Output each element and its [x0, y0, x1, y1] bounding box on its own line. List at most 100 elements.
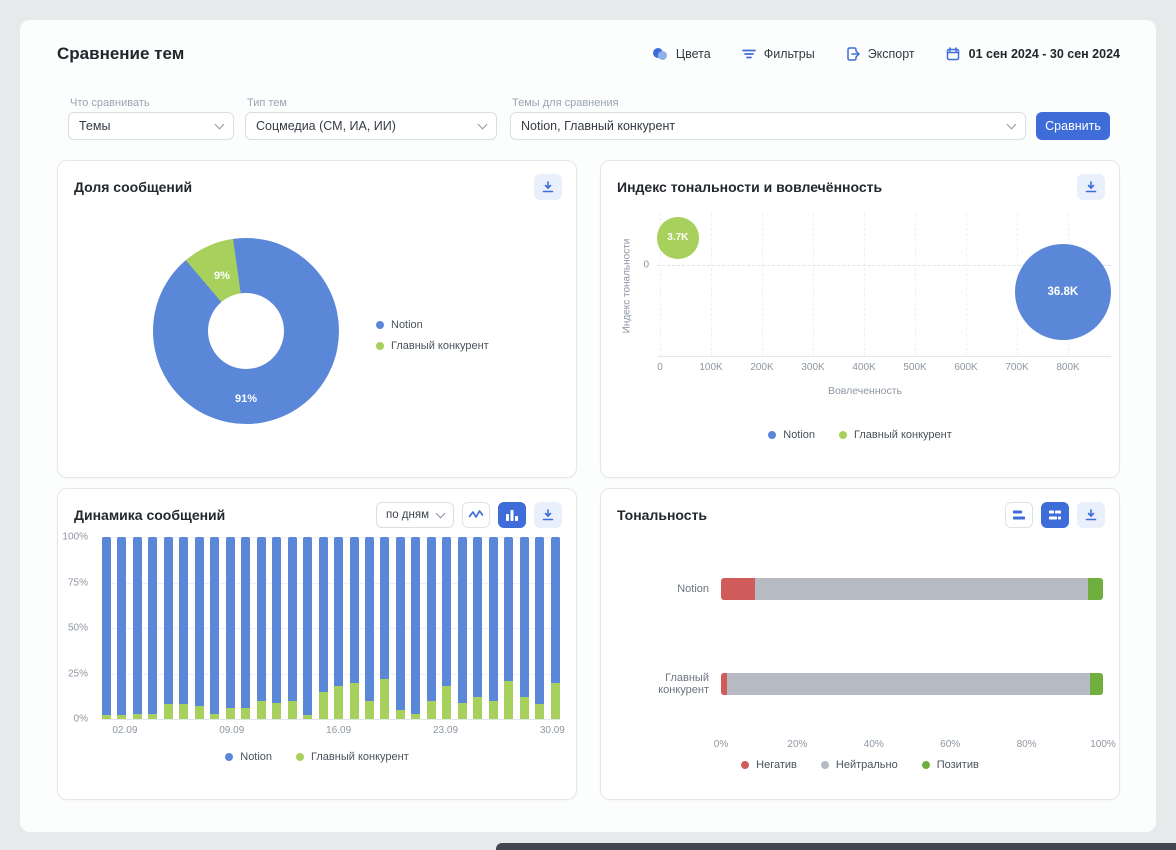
bubble-competitor: 3.7K — [657, 217, 698, 258]
stacked-bar — [551, 537, 560, 719]
neutral-segment — [755, 578, 1087, 600]
competitor-segment — [442, 686, 451, 719]
panel-title: Тональность — [617, 507, 707, 523]
bar-view-toggle[interactable] — [498, 502, 526, 528]
neutral-segment — [727, 673, 1090, 695]
notion-segment — [241, 537, 250, 708]
competitor-segment — [535, 704, 544, 719]
legend-item[interactable]: Notion — [225, 751, 272, 763]
compare-what-select[interactable]: Темы — [68, 112, 234, 140]
legend-label: Notion — [783, 429, 815, 441]
colors-button-label: Цвета — [676, 47, 711, 61]
stacked-bar — [411, 537, 420, 719]
stacked-bar — [102, 537, 111, 719]
x-tick-label: 200K — [750, 362, 773, 373]
colors-button[interactable]: Цвета — [651, 46, 711, 62]
competitor-segment — [551, 683, 560, 719]
x-tick-label: 30.09 — [540, 725, 565, 736]
y-tick-label: 0 — [633, 260, 649, 271]
legend-label: Негатив — [756, 759, 797, 771]
legend-item[interactable]: Notion — [768, 429, 815, 441]
stacked-view-toggle[interactable] — [1041, 502, 1069, 528]
export-icon — [845, 46, 861, 62]
topic-type-select[interactable]: Соцмедиа (СМ, ИА, ИИ) — [245, 112, 497, 140]
legend-item[interactable]: Главный конкурент — [376, 340, 489, 352]
filters-button[interactable]: Фильтры — [741, 47, 815, 61]
tonality-row: Notion — [617, 578, 1103, 600]
competitor-segment — [133, 714, 142, 719]
export-button[interactable]: Экспорт — [845, 46, 915, 62]
tonality-row: Главный конкурент — [617, 673, 1103, 695]
competitor-segment — [164, 704, 173, 719]
competitor-segment — [411, 714, 420, 719]
x-tick-label: 0% — [714, 739, 728, 750]
competitor-segment — [380, 679, 389, 719]
x-tick-label: 800K — [1056, 362, 1079, 373]
grouped-view-toggle[interactable] — [1005, 502, 1033, 528]
competitor-segment — [334, 686, 343, 719]
x-tick-label: 0 — [657, 362, 663, 373]
competitor-segment — [427, 701, 436, 719]
tonality-panel: Тональность — [600, 488, 1120, 800]
stacked-bar — [489, 537, 498, 719]
legend-item[interactable]: Главный конкурент — [296, 751, 409, 763]
notion-segment — [195, 537, 204, 706]
notion-segment — [319, 537, 328, 692]
tonality-engagement-panel: Индекс тональности и вовлечённость Индек… — [600, 160, 1120, 478]
page-title: Сравнение тем — [57, 44, 184, 64]
gridline — [711, 213, 712, 356]
panel-title: Динамика сообщений — [74, 507, 225, 523]
notion-segment — [551, 537, 560, 683]
competitor-segment — [504, 681, 513, 719]
legend-item[interactable]: Нейтрально — [821, 759, 898, 771]
competitor-segment — [319, 692, 328, 719]
compare-what-value: Темы — [79, 119, 110, 133]
y-axis-title: Индекс тональности — [622, 239, 633, 334]
bubble-legend: Notion Главный конкурент — [601, 429, 1119, 441]
x-tick-label: 700K — [1005, 362, 1028, 373]
legend-label: Notion — [240, 751, 272, 763]
download-button[interactable] — [534, 502, 562, 528]
stacked-bar-chart — [102, 537, 560, 719]
row-label: Главный конкурент — [617, 672, 721, 696]
notion-segment — [334, 537, 343, 686]
stacked-bar — [520, 537, 529, 719]
line-view-toggle[interactable] — [462, 502, 490, 528]
notion-segment — [489, 537, 498, 701]
download-button[interactable] — [534, 174, 562, 200]
legend-item[interactable]: Главный конкурент — [839, 429, 952, 441]
gridline — [813, 213, 814, 356]
topics-select[interactable]: Notion, Главный конкурент — [510, 112, 1026, 140]
line-chart-icon — [468, 508, 484, 522]
legend-item[interactable]: Позитив — [922, 759, 979, 771]
share-legend: Notion Главный конкурент — [376, 319, 489, 352]
panel-title: Доля сообщений — [74, 179, 192, 195]
competitor-segment — [272, 703, 281, 719]
interval-select[interactable]: по дням — [376, 502, 454, 528]
x-tick-label: 09.09 — [219, 725, 244, 736]
stacked-bar — [241, 537, 250, 719]
compare-button[interactable]: Сравнить — [1036, 112, 1110, 140]
bubble-notion: 36.8K — [1015, 244, 1111, 340]
notion-segment — [504, 537, 513, 681]
donut-chart: 9% 91% — [153, 238, 339, 424]
date-range-picker[interactable]: 01 сен 2024 - 30 сен 2024 — [945, 46, 1120, 62]
stacked-bar — [272, 537, 281, 719]
legend-item[interactable]: Notion — [376, 319, 423, 331]
stacked-bar — [504, 537, 513, 719]
download-button[interactable] — [1077, 502, 1105, 528]
x-tick-label: 100K — [699, 362, 722, 373]
topic-type-field: Тип тем Соцмедиа (СМ, ИА, ИИ) — [245, 112, 497, 140]
gridline — [102, 719, 560, 720]
notion-segment — [350, 537, 359, 683]
topics-label: Темы для сравнения — [512, 97, 619, 109]
legend-dot — [296, 753, 304, 761]
compare-what-field: Что сравнивать Темы — [68, 112, 234, 140]
legend-label: Notion — [391, 319, 423, 331]
chevron-down-icon — [436, 508, 446, 518]
stacked-bar — [319, 537, 328, 719]
notion-segment — [179, 537, 188, 704]
legend-item[interactable]: Негатив — [741, 759, 797, 771]
competitor-segment — [195, 706, 204, 719]
stacked-bar — [535, 537, 544, 719]
